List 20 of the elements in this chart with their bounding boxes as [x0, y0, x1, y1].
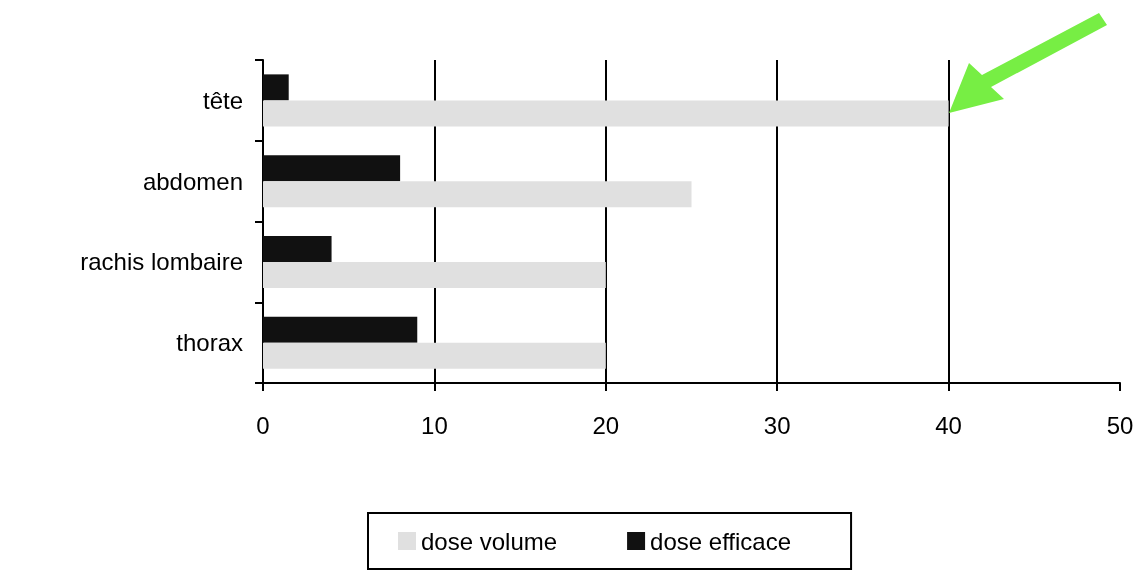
x-tick-label: 20: [592, 411, 620, 439]
x-tick-label: 40: [935, 411, 962, 439]
x-tick-label: 0: [256, 411, 270, 439]
bar: [263, 261, 606, 288]
bar: [263, 74, 289, 101]
x-tick-label: 10: [421, 411, 448, 439]
y-tick-label: thorax: [176, 329, 243, 357]
bar: [263, 235, 332, 262]
x-tick-label: 50: [1106, 411, 1134, 439]
y-tick-label: abdomen: [142, 167, 243, 195]
x-tick-label: 30: [763, 411, 791, 439]
bar: [263, 342, 606, 369]
bar: [263, 316, 418, 343]
y-tick-label: rachis lombaire: [80, 248, 243, 276]
legend-label: dose volume: [421, 527, 558, 555]
legend-label: dose efficace: [650, 527, 792, 555]
bar: [263, 181, 692, 208]
bar: [263, 100, 949, 127]
bar: [263, 155, 401, 182]
y-tick-label: tête: [202, 86, 243, 114]
